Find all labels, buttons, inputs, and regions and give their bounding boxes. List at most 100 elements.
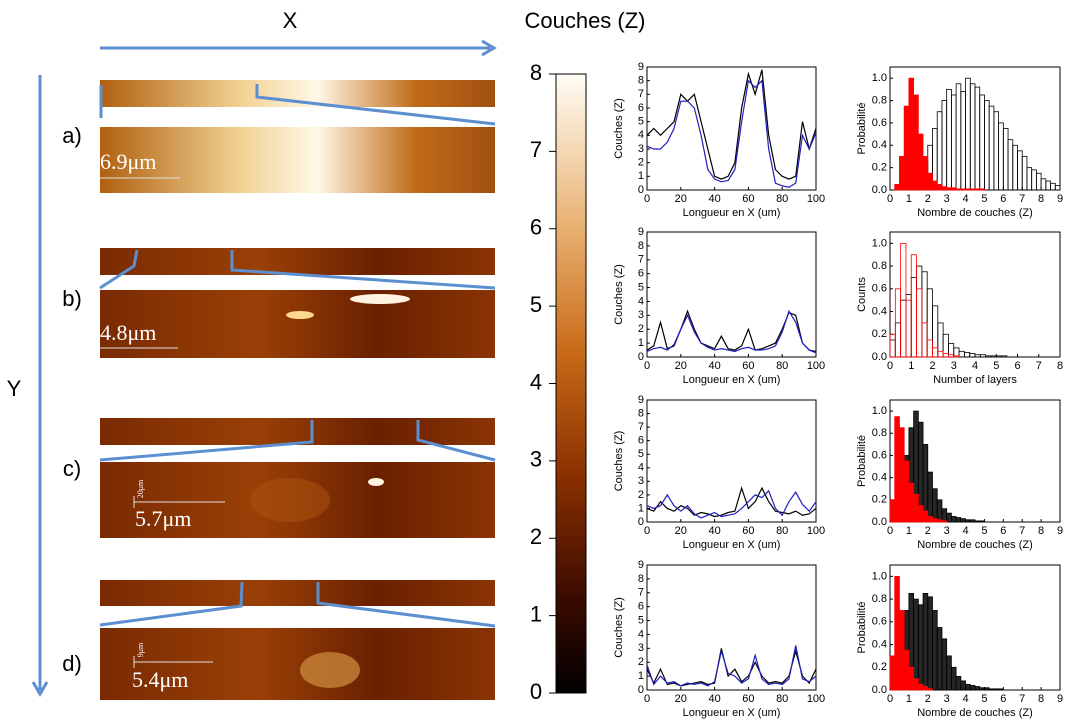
histogram-bar [1017, 150, 1023, 191]
histogram-bar [894, 184, 900, 191]
y-tick-label: 9 [638, 394, 644, 406]
x-tick-label: 0 [887, 360, 893, 372]
histogram-bar [922, 686, 929, 691]
histogram-bar [932, 180, 938, 191]
colorbar-tick-label: 3 [530, 447, 542, 472]
y-tick-label: 3 [638, 143, 644, 155]
x-tick-label: 60 [742, 525, 754, 537]
histogram-bar [936, 184, 943, 191]
y-axis-title: Couches (Z) [613, 264, 625, 325]
x-axis-title: Longueur en X (um) [683, 539, 781, 551]
y-tick-label: 1.0 [872, 570, 887, 582]
x-tick-label: 5 [981, 693, 987, 705]
x-axis-title: Longueur en X (um) [683, 707, 781, 719]
x-tick-label: 0 [644, 360, 650, 372]
scale-bars [100, 177, 225, 668]
y-tick-label: 3 [638, 309, 644, 321]
y-tick-label: 2 [638, 157, 644, 169]
y-tick-label: 3 [638, 475, 644, 487]
x-tick-label: 6 [1014, 360, 1020, 372]
x-tick-label: 9 [1057, 693, 1063, 705]
histogram-bar [1007, 139, 1014, 191]
histogram-bar [965, 683, 971, 691]
histogram-bar [910, 277, 917, 358]
y-tick-label: 1 [638, 670, 644, 682]
y-tick-label: 8 [638, 75, 644, 87]
scale-label: 4.8μm [100, 320, 156, 345]
x-tick-label: 100 [807, 360, 825, 372]
histogram-bar [916, 265, 923, 358]
x-tick-label: 8 [1057, 360, 1063, 372]
histogram-bar [979, 188, 985, 191]
histogram-bar [965, 77, 971, 191]
x-tick-label: 1 [908, 360, 914, 372]
colorbar-tick-label: 5 [530, 292, 542, 317]
histogram-bar [926, 339, 933, 358]
y-tick-label: 0.2 [872, 494, 887, 506]
zoom-lines [99, 84, 496, 628]
x-tick-label: 5 [993, 360, 999, 372]
histogram-bar [908, 482, 915, 523]
histogram-bar [974, 686, 981, 691]
histogram-bar [990, 355, 997, 358]
colorbar-tick-label: 8 [530, 60, 542, 85]
x-tick-label: 7 [1019, 193, 1025, 205]
x-tick-label: 20 [675, 693, 687, 705]
x-tick-label: 9 [1057, 525, 1063, 537]
histogram-bar [955, 517, 962, 523]
x-tick-label: 40 [708, 525, 720, 537]
x-tick-label: 100 [807, 693, 825, 705]
y-tick-label: 0.0 [872, 351, 887, 363]
histogram-bar [889, 339, 896, 358]
panel-label: b) [62, 286, 82, 311]
y-tick-label: 0.2 [872, 328, 887, 340]
scale-label: 5.4μm [132, 667, 188, 692]
y-tick-label: 0.2 [872, 661, 887, 673]
plot-frame [889, 231, 1061, 358]
y-tick-label: 0.0 [872, 184, 887, 196]
y-tick-label: 0.8 [872, 427, 887, 439]
y-tick-label: 6 [638, 601, 644, 613]
x-tick-label: 80 [776, 360, 788, 372]
histogram-bar [1045, 180, 1051, 191]
y-axis-label: Y [7, 376, 22, 401]
x-tick-label: 80 [776, 193, 788, 205]
histogram-bar [988, 105, 995, 191]
arrows [31, 39, 497, 697]
x-tick-label: 7 [1036, 360, 1042, 372]
histogram-bar [988, 688, 995, 691]
x-tick-label: 3 [944, 693, 950, 705]
y-tick-label: 1.0 [872, 72, 887, 84]
histogram-bar [1040, 178, 1047, 191]
colorbar-tick-label: 0 [530, 679, 542, 704]
x-tick-label: 100 [807, 525, 825, 537]
histogram-bar [937, 322, 944, 358]
y-tick-label: 1.0 [872, 405, 887, 417]
colorbar-title: Couches (Z) [524, 8, 645, 33]
x-tick-label: 60 [742, 360, 754, 372]
x-tick-label: 40 [708, 360, 720, 372]
x-tick-label: 8 [1038, 693, 1044, 705]
y-tick-label: 6 [638, 268, 644, 280]
histogram-bar [889, 333, 896, 358]
x-tick-label: 2 [929, 360, 935, 372]
line-series [646, 79, 817, 188]
histogram-bar [941, 186, 948, 191]
histogram-bar [903, 460, 910, 523]
x-tick-label: 20 [675, 360, 687, 372]
histogram-bar [936, 627, 943, 691]
x-tick-label: 4 [972, 360, 978, 372]
y-tick-label: 0.2 [872, 162, 887, 174]
x-tick-label: 0 [887, 193, 893, 205]
y-tick-label: 1 [638, 502, 644, 514]
y-tick-label: 7 [638, 421, 644, 433]
histogram-bar [917, 604, 924, 691]
histogram-bar [993, 111, 1000, 191]
colorbar-tick-label: 1 [530, 601, 542, 626]
y-tick-label: 9 [638, 559, 644, 571]
y-tick-label: 4 [638, 295, 644, 307]
colorbar-tick-label: 6 [530, 215, 542, 240]
x-tick-label: 2 [925, 193, 931, 205]
x-axis-title: Number of layers [933, 374, 1017, 386]
